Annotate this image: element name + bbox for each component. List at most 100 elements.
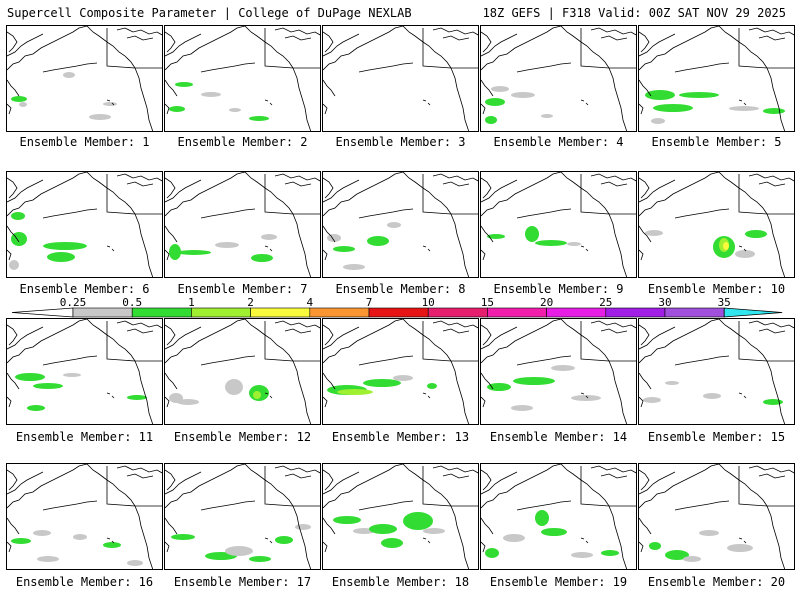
scp-field-patch — [33, 530, 51, 536]
scp-field-patch — [665, 550, 689, 560]
coastline-border — [674, 208, 730, 219]
coastline-border — [481, 103, 486, 115]
coastline-border — [106, 321, 136, 362]
scp-field-patch — [763, 399, 783, 405]
colorbar-tick-label: 7 — [366, 296, 373, 309]
coastline-border — [165, 319, 246, 364]
map-canvas — [165, 26, 320, 131]
coastline-border — [738, 392, 743, 395]
scp-field-patch — [541, 528, 567, 536]
colorbar-segment — [72, 307, 133, 318]
coastline-border — [358, 500, 414, 511]
ensemble-member-label: Ensemble Member: 5 — [651, 135, 782, 149]
coastline-border — [560, 172, 610, 215]
coastline-border — [42, 500, 98, 511]
colorbar-tick-label: 4 — [306, 296, 313, 309]
coastline-border — [585, 540, 589, 544]
coastline-border — [42, 355, 98, 366]
coastline-border — [165, 396, 170, 408]
coastline-border — [402, 319, 452, 362]
coastline-border — [608, 360, 628, 424]
coastline-border — [639, 517, 652, 535]
scp-field-patch — [485, 116, 497, 124]
coastline-border — [590, 320, 636, 329]
ensemble-map-panel — [638, 463, 795, 570]
coastline-border — [560, 464, 610, 507]
map-canvas — [481, 464, 636, 569]
coastline-border — [481, 179, 518, 203]
coastline-border — [323, 172, 404, 217]
coastline-border — [244, 319, 294, 362]
ensemble-member-label: Ensemble Member: 15 — [647, 430, 786, 444]
ensemble-map-panel — [480, 171, 637, 278]
scp-field-patch — [201, 92, 221, 97]
coastline-border — [86, 26, 136, 69]
coastline-border — [608, 67, 628, 131]
colorbar-tick-label: 0.25 — [60, 296, 87, 309]
coastline-border — [481, 172, 562, 217]
coastline-border — [165, 26, 246, 71]
colorbar-tick-label: 1 — [188, 296, 195, 309]
coastline-border — [42, 62, 98, 73]
coastline-border — [738, 174, 768, 215]
coastline-border — [402, 172, 452, 215]
map-canvas — [7, 172, 162, 277]
colorbar-segment — [487, 307, 547, 318]
coastline-border — [481, 326, 518, 350]
coastline-border — [600, 181, 628, 187]
coastline-border — [639, 179, 676, 203]
scp-field-patch — [503, 534, 525, 542]
colorbar-tick-label: 0.5 — [122, 296, 142, 309]
colorbar-segment — [131, 307, 192, 318]
map-canvas — [323, 319, 478, 424]
coastline-border — [165, 79, 178, 97]
coastline-border — [718, 26, 768, 69]
scp-field-patch — [727, 544, 753, 552]
coastline-border — [766, 213, 786, 277]
scp-field-patch — [645, 90, 675, 100]
coastline-border — [126, 473, 154, 479]
coastline-border — [323, 324, 334, 346]
ensemble-member-label: Ensemble Member: 10 — [647, 282, 786, 296]
coastline-border — [244, 172, 294, 215]
ensemble-member-label: Ensemble Member: 11 — [15, 430, 154, 444]
colorbar-segment — [605, 307, 666, 318]
coastline-border — [7, 79, 20, 97]
scp-field-patch — [571, 395, 601, 401]
scp-field-patch — [249, 556, 271, 562]
coastline-border — [106, 28, 136, 69]
coastline-border — [106, 537, 111, 540]
coastline-border — [580, 28, 610, 69]
scp-field-patch — [679, 92, 719, 98]
coastline-border — [748, 320, 794, 329]
scp-field-patch — [683, 556, 701, 562]
coastline-border — [323, 396, 328, 408]
coastline-border — [86, 464, 136, 507]
coastline-border — [7, 33, 44, 57]
coastline-border — [442, 328, 470, 334]
coastline-border — [165, 31, 176, 53]
ensemble-map-panel — [164, 25, 321, 132]
chart-title: Supercell Composite Parameter | College … — [7, 6, 412, 20]
coastline-border — [422, 99, 427, 102]
coastline-border — [134, 505, 154, 569]
coastline-border — [269, 540, 273, 544]
coastline-border — [432, 27, 478, 36]
coastline-border — [639, 396, 644, 408]
coastline-border — [481, 225, 494, 243]
coastline-border — [292, 67, 312, 131]
coastline-border — [358, 62, 414, 73]
coastline-border — [600, 328, 628, 334]
scp-field-patch — [295, 524, 311, 530]
scp-field-patch — [275, 536, 293, 544]
scp-field-patch — [33, 383, 63, 389]
coastline-border — [323, 464, 404, 509]
map-canvas — [7, 26, 162, 131]
coastline-border — [738, 466, 768, 507]
map-canvas — [639, 172, 794, 277]
colorbar-tick-label: 20 — [540, 296, 553, 309]
scp-field-patch — [387, 222, 401, 228]
coastline-border — [165, 326, 202, 350]
scp-field-patch — [745, 230, 767, 238]
coastline-border — [608, 505, 628, 569]
